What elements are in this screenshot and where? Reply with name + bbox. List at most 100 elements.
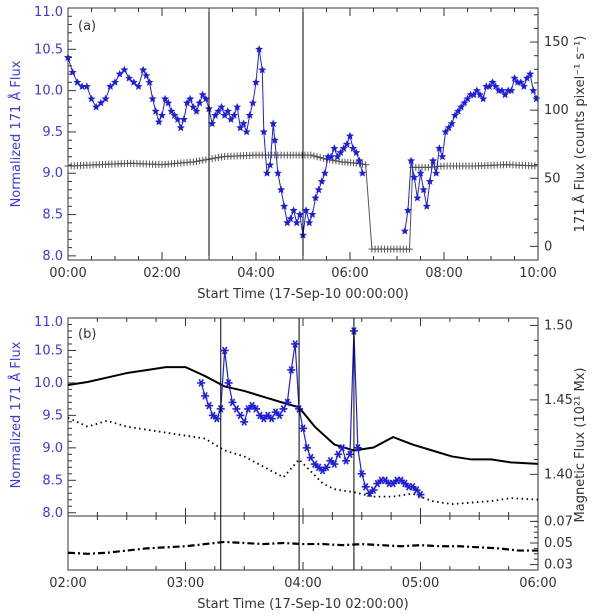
data-point [315,463,322,472]
y-right-tick-label: 50 [544,171,561,186]
data-point [268,414,275,423]
y-right-tick-label: 0.03 [544,558,573,573]
data-point [154,117,163,126]
data-point [183,98,192,107]
data-point [417,490,424,499]
data-point [339,443,345,452]
series-line [67,366,539,465]
data-point [320,169,329,177]
x-tick-label: 00:00 [49,266,86,281]
data-point [237,411,244,420]
y-tick-label: 11.0 [34,5,63,20]
data-point [142,71,151,80]
y-right-tick-label: 100 [544,103,569,118]
data-point [438,152,447,161]
data-point [280,202,289,210]
data-point [115,69,124,78]
data-point [261,414,267,423]
data-point [189,102,198,111]
data-point [198,379,204,387]
data-point [96,98,105,107]
data-point [170,111,179,119]
data-point [507,86,516,94]
data-point [229,398,236,407]
series-normalized-flux [64,45,541,239]
data-point [425,177,434,185]
data-point [400,226,409,235]
data-point [92,102,101,111]
x-tick-label: 06:00 [331,266,368,281]
y-tick-label: 9.5 [42,408,63,423]
data-point [516,78,525,86]
data-point [161,94,170,103]
data-point [195,98,204,107]
data-point [382,476,388,485]
data-point [402,479,408,488]
data-point [73,78,82,86]
data-point [258,65,267,74]
data-point [265,411,271,420]
data-point [366,489,373,498]
data-point [206,401,212,410]
data-point [280,405,287,413]
data-point [460,98,469,107]
y-tick-label: 10.0 [34,84,63,99]
data-point [192,107,201,115]
y-right-axis-label: 171 Å Flux (counts pixel⁻¹ s⁻¹) [572,36,588,233]
x-tick-label: 02:00 [49,576,86,591]
data-point [416,169,425,177]
y-right-axis-label: Magnetic Flux (10²¹ Mx) [573,368,588,523]
data-point [346,131,354,140]
panel-label: (b) [78,327,96,342]
data-point [476,90,484,99]
data-point [407,156,416,165]
data-point [302,206,311,214]
data-point [286,214,295,223]
y-axis-label: Normalized 171 Å Flux [8,60,24,207]
data-point [498,86,506,94]
data-point [134,82,143,90]
data-point [248,98,257,107]
data-point [214,414,220,423]
y-tick-label: 10.0 [34,376,63,391]
data-point [305,218,314,227]
data-point [317,177,326,185]
data-point [257,411,263,420]
panel-label: (a) [78,19,96,34]
data-point [233,102,242,111]
data-point [349,144,358,152]
x-tick-label: 06:00 [519,576,556,591]
data-point [355,443,361,452]
series-line [67,49,364,236]
data-point [308,210,317,218]
data-point [233,405,240,413]
data-point [276,411,283,420]
data-point [217,102,226,111]
data-point [167,107,176,115]
series-171-flux [64,151,539,253]
data-point [336,148,345,156]
x-tick-label: 02:00 [143,266,180,281]
data-point [444,123,453,132]
data-point [422,202,431,210]
data-point [148,94,157,103]
y-tick-label: 8.0 [42,506,63,521]
data-point [479,94,488,103]
data-point [311,193,320,202]
data-point [151,107,160,115]
data-point [347,450,353,459]
data-point [252,78,260,86]
data-point [236,123,245,132]
data-point [331,460,338,468]
series-line [200,330,421,495]
data-point [343,456,349,465]
series-line [67,416,539,505]
y-tick-label: 9.0 [42,166,63,181]
data-point [221,346,228,355]
y-tick-label: 8.5 [42,473,63,488]
data-point [202,392,208,400]
data-point [501,90,510,99]
data-point [308,453,314,462]
data-point [355,156,364,165]
data-point [198,90,207,99]
